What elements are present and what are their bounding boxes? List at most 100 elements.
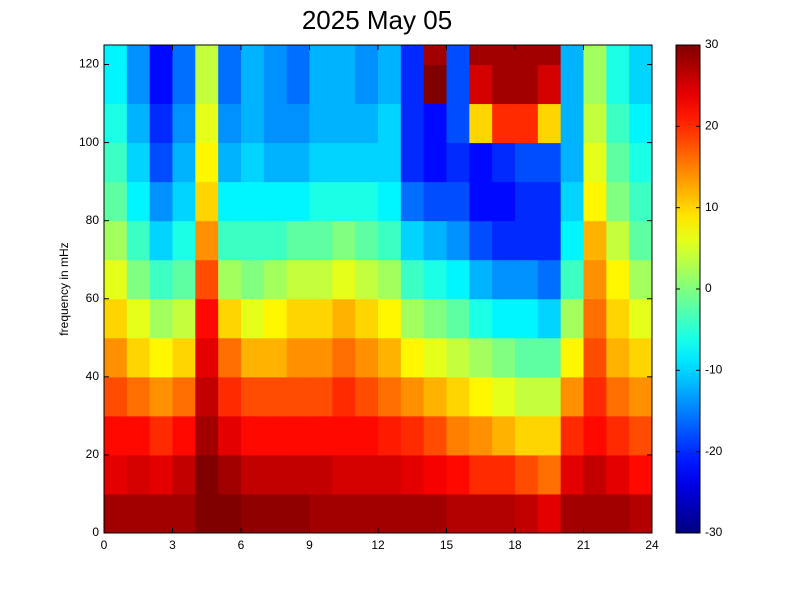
heat-cell xyxy=(195,45,219,66)
heat-cell xyxy=(241,298,265,339)
heat-cell xyxy=(400,376,425,417)
heat-cell xyxy=(286,493,310,534)
heat-cell xyxy=(606,259,630,300)
x-tick-label: 12 xyxy=(371,538,385,552)
heat-cell xyxy=(332,337,356,378)
heat-cell xyxy=(378,220,402,261)
heat-cell xyxy=(355,493,379,534)
heat-cell xyxy=(378,493,402,534)
heat-cell xyxy=(172,45,196,66)
heat-cell xyxy=(355,415,379,456)
heat-cell xyxy=(195,103,219,144)
heat-cell xyxy=(355,181,379,222)
heat-cell xyxy=(355,45,379,66)
heat-cell xyxy=(378,454,402,495)
heat-cell xyxy=(629,142,653,183)
heat-cell xyxy=(629,45,653,66)
heat-cell xyxy=(332,376,356,417)
heat-cell xyxy=(355,220,379,261)
heat-cell xyxy=(149,103,173,144)
heat-cell xyxy=(126,454,151,495)
heat-cell xyxy=(537,415,562,456)
heat-cell xyxy=(286,337,310,378)
heat-cell xyxy=(560,64,584,105)
heat-cell xyxy=(286,64,310,105)
heat-cell xyxy=(446,415,470,456)
heat-cell xyxy=(332,45,356,66)
heat-cell xyxy=(606,493,630,534)
heat-cell xyxy=(309,298,333,339)
heat-cell xyxy=(241,259,265,300)
heat-cell xyxy=(241,454,265,495)
heat-cell xyxy=(286,103,310,144)
heat-cell xyxy=(332,103,356,144)
heat-cell xyxy=(515,142,539,183)
heat-cell xyxy=(492,454,516,495)
heat-cell xyxy=(263,415,288,456)
heat-cell xyxy=(126,493,151,534)
heat-cell xyxy=(241,45,265,66)
heat-cell xyxy=(492,181,516,222)
heat-cell xyxy=(378,298,402,339)
heat-cell xyxy=(104,493,128,534)
y-tick-label: 100 xyxy=(79,135,99,149)
heat-cell xyxy=(515,64,539,105)
heat-cell xyxy=(263,493,288,534)
heat-cell xyxy=(515,454,539,495)
heat-cell xyxy=(583,298,607,339)
heat-cell xyxy=(149,337,173,378)
y-tick-label: 20 xyxy=(86,447,100,461)
heat-cell xyxy=(218,103,242,144)
heat-cell xyxy=(537,45,562,66)
heat-cell xyxy=(149,45,173,66)
heat-cell xyxy=(537,298,562,339)
heat-cell xyxy=(606,376,630,417)
heat-cell xyxy=(286,415,310,456)
heat-cell xyxy=(149,142,173,183)
heat-cell xyxy=(423,493,447,534)
heat-cell xyxy=(126,220,151,261)
heat-cell xyxy=(263,64,288,105)
heat-cell xyxy=(286,454,310,495)
heat-cell xyxy=(606,103,630,144)
heat-cell xyxy=(515,103,539,144)
heat-cell xyxy=(104,220,128,261)
heat-cell xyxy=(378,103,402,144)
heat-cell xyxy=(104,181,128,222)
heat-cell xyxy=(629,454,653,495)
heat-cell xyxy=(172,493,196,534)
colorbar-tick-label: -10 xyxy=(705,363,723,377)
heat-cell xyxy=(104,259,128,300)
y-tick-label: 120 xyxy=(79,57,99,71)
heat-cell xyxy=(332,220,356,261)
heat-cell xyxy=(309,142,333,183)
chart-title: 2025 May 05 xyxy=(302,5,452,35)
heat-cell xyxy=(218,415,242,456)
heat-cell xyxy=(629,103,653,144)
heat-cell xyxy=(126,376,151,417)
heat-cell xyxy=(606,454,630,495)
heat-cell xyxy=(149,415,173,456)
heat-cell xyxy=(126,142,151,183)
heat-cell xyxy=(195,337,219,378)
heat-cell xyxy=(515,220,539,261)
heat-cell xyxy=(469,181,493,222)
heat-cell xyxy=(446,376,470,417)
heat-cell xyxy=(355,376,379,417)
heat-cell xyxy=(378,142,402,183)
heat-cell xyxy=(560,142,584,183)
heat-cell xyxy=(469,493,493,534)
heat-cell xyxy=(423,454,447,495)
heat-cell xyxy=(515,45,539,66)
heat-cell xyxy=(400,64,425,105)
heat-cell xyxy=(309,45,333,66)
heat-cell xyxy=(469,142,493,183)
heat-cell xyxy=(446,45,470,66)
heat-cell xyxy=(606,64,630,105)
colorbar-tick-label: -20 xyxy=(705,444,723,458)
heat-cell xyxy=(241,337,265,378)
heat-cell xyxy=(515,337,539,378)
heat-cell xyxy=(309,415,333,456)
heat-cell xyxy=(446,493,470,534)
heat-cell xyxy=(400,45,425,66)
